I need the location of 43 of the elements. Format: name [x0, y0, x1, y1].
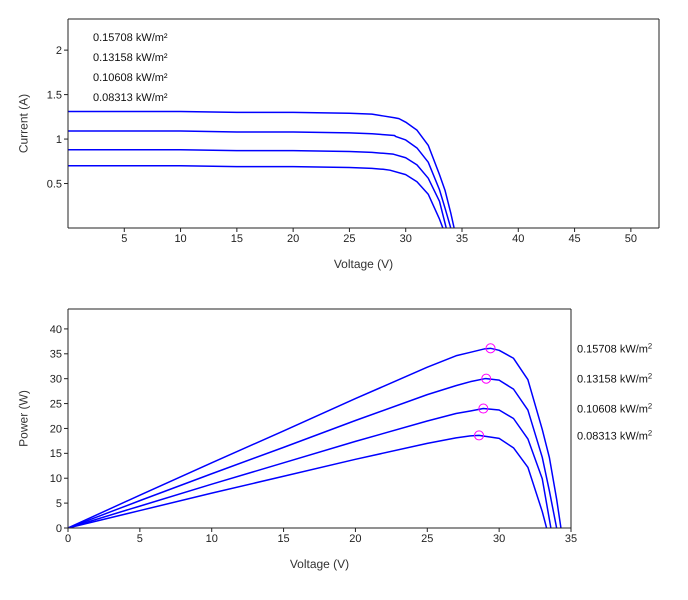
x-tick-label: 5	[121, 232, 128, 245]
annotation: 0.13158 kW/m²	[93, 52, 168, 64]
x-tick-label: 20	[349, 532, 362, 545]
y-tick-label: 0	[56, 522, 62, 535]
x-tick-label: 45	[568, 232, 581, 245]
y-tick-label: 40	[50, 324, 62, 336]
x-tick-label: 35	[456, 232, 468, 245]
text: 0.10608 kW/m$^{2}$	[577, 401, 652, 416]
x-tick-label: 0	[64, 532, 72, 545]
x-tick-label: 10	[174, 232, 187, 245]
x-axis-title: Voltage (V)	[334, 257, 394, 271]
x-tick-label: 50	[624, 232, 637, 245]
x-tick-label: 15	[277, 532, 290, 545]
y-tick-label: 35	[50, 348, 62, 361]
y-axis-title: Current (A)	[16, 94, 30, 154]
x-axis-title: Voltage (V)	[290, 557, 350, 571]
text: 0.08313 kW/m$^{2}$	[577, 428, 652, 442]
x-tick-label: 25	[343, 232, 356, 245]
y-tick-label: 5	[56, 498, 62, 510]
x-tick-label: 30	[400, 232, 412, 245]
y-tick-label: 25	[50, 398, 62, 410]
y-tick-label: 1.5	[46, 90, 62, 102]
y-tick-label: 15	[50, 448, 62, 460]
annotation: 0.10608 kW/m²	[93, 72, 168, 84]
y-axis-title: Power (W)	[16, 390, 30, 447]
y-tick-label: 0.5	[46, 178, 62, 190]
x-tick-label: 10	[206, 532, 218, 545]
x-tick-label: 35	[564, 532, 578, 545]
x-tick-label: 15	[230, 232, 243, 245]
x-tick-label: 30	[493, 532, 506, 545]
y-tick-label: 1	[56, 134, 62, 146]
text: 0.13158 kW/m$^{2}$	[577, 371, 652, 386]
x-tick-label: 25	[421, 532, 434, 545]
text: 0.15708 kW/m$^{2}$	[577, 340, 652, 356]
y-tick-label: 30	[50, 374, 62, 386]
annotation: 0.15708 kW/m²	[93, 32, 168, 44]
x-tick-label: 5	[136, 532, 143, 545]
y-tick-label: 2	[56, 45, 62, 58]
x-tick-label: 40	[512, 232, 524, 245]
x-tick-label: 20	[287, 232, 300, 245]
y-tick-label: 20	[50, 423, 62, 436]
y-tick-label: 10	[50, 473, 62, 486]
annotation: 0.08313 kW/m²	[93, 92, 168, 104]
